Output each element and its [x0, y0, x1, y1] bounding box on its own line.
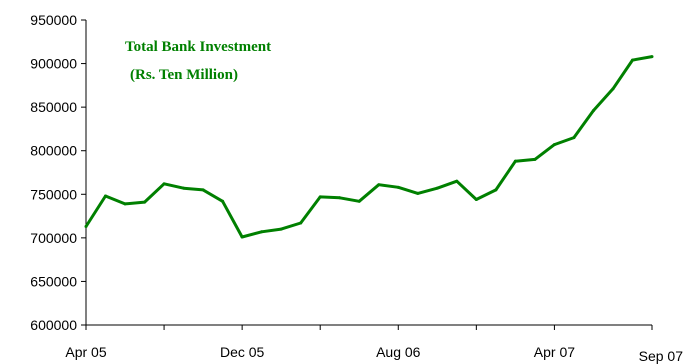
data-point: [650, 55, 654, 59]
y-tick-label: 900000: [30, 56, 77, 72]
y-tick-label: 950000: [30, 12, 77, 28]
data-point: [299, 221, 303, 225]
y-tick-label: 600000: [30, 317, 77, 333]
x-tick-label: Sep 07: [639, 348, 683, 364]
data-point: [104, 194, 108, 198]
y-tick-label: 750000: [30, 186, 77, 202]
data-point: [611, 87, 615, 91]
x-tick-label: Apr 07: [534, 344, 575, 360]
y-tick-label: 650000: [30, 273, 77, 289]
x-axis: [85, 324, 653, 330]
data-point: [182, 186, 186, 190]
data-point: [143, 200, 147, 204]
data-point: [396, 185, 400, 189]
y-axis-labels: 600000 650000 700000 750000 800000 850000 9000…: [30, 12, 77, 333]
y-tick-label: 800000: [30, 143, 77, 159]
y-axis: [81, 19, 87, 326]
data-point: [455, 179, 459, 183]
data-point: [630, 58, 634, 62]
data-point: [318, 195, 322, 199]
data-point: [474, 198, 478, 202]
y-tick-label: 700000: [30, 230, 77, 246]
data-point: [221, 199, 225, 203]
data-point: [162, 182, 166, 186]
data-point: [435, 186, 439, 190]
data-point: [279, 227, 283, 231]
x-tick-label: Apr 05: [65, 344, 106, 360]
series-line: [84, 55, 653, 239]
data-point: [338, 196, 342, 200]
x-tick-label: Aug 06: [376, 344, 421, 360]
data-point: [201, 188, 205, 192]
data-point: [572, 136, 576, 140]
data-point: [123, 202, 127, 206]
data-point: [357, 199, 361, 203]
x-axis-labels: Apr 05 Dec 05 Aug 06 Apr 07 Sep 07: [65, 344, 683, 364]
plot-area: [84, 55, 654, 239]
data-point: [591, 109, 595, 113]
data-point: [260, 230, 264, 234]
chart-subtitle: (Rs. Ten Million): [130, 67, 238, 83]
x-tick-label: Dec 05: [220, 344, 265, 360]
data-point: [84, 225, 88, 229]
data-point: [552, 143, 556, 147]
data-point: [513, 159, 517, 163]
data-point: [494, 188, 498, 192]
data-point: [533, 157, 537, 161]
data-point: [240, 235, 244, 239]
y-tick-label: 850000: [30, 99, 77, 115]
chart-title: Total Bank Investment: [125, 39, 271, 55]
data-point: [377, 183, 381, 187]
data-point: [416, 191, 420, 195]
